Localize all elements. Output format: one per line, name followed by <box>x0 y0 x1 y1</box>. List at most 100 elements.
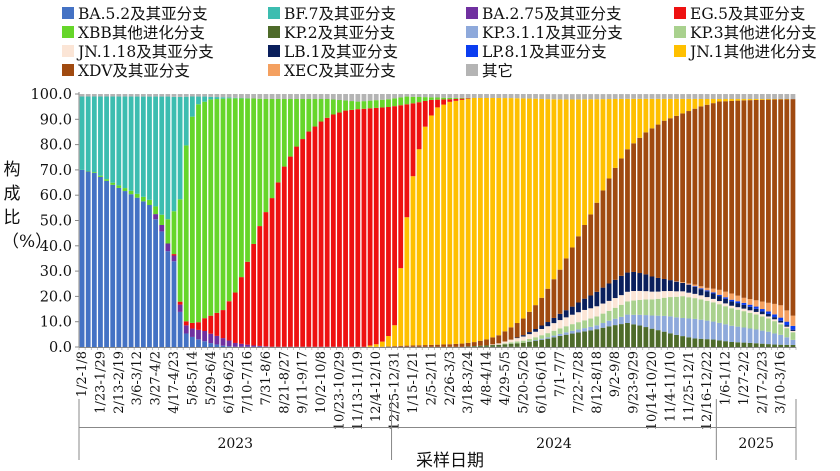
bar-segment <box>570 315 575 324</box>
bar-segment <box>196 94 201 97</box>
bar-segment <box>686 111 691 283</box>
x-axis-label: 采样日期 <box>380 446 520 471</box>
bar-segment <box>257 94 262 99</box>
bar-segment <box>503 344 508 347</box>
bar-segment <box>601 190 606 287</box>
bar-segment <box>778 323 783 325</box>
bar-segment <box>368 101 373 109</box>
x-tick-label: 1/23-1/29 <box>93 351 108 414</box>
bar-segment <box>748 310 753 313</box>
bar-segment <box>386 94 391 99</box>
bar-segment <box>184 97 189 146</box>
bar-segment <box>778 335 783 345</box>
bar-segment <box>735 94 740 99</box>
bar-segment <box>686 337 691 347</box>
bar-segment <box>705 301 710 321</box>
bar-segment <box>539 94 544 99</box>
bar-segment <box>441 94 446 98</box>
x-tick-label: 10/14-10/20 <box>645 351 660 430</box>
bar-segment <box>515 98 520 323</box>
bar-segment <box>331 94 336 100</box>
bar-segment <box>692 94 697 99</box>
y-tick-label: 80.0 <box>40 138 72 154</box>
bar-segment <box>484 98 489 339</box>
bar-segment <box>570 334 575 347</box>
bar-segment <box>539 335 544 338</box>
bar-segment <box>190 323 195 329</box>
bar-segment <box>221 338 226 346</box>
bar-segment <box>717 323 722 340</box>
bar-segment <box>631 291 636 301</box>
bar-segment <box>153 97 158 207</box>
x-tick-label: 7/31-8/6 <box>259 351 274 406</box>
bar-segment <box>264 94 269 99</box>
bar-segment <box>404 217 409 345</box>
bar-segment <box>729 293 734 299</box>
bar-segment <box>380 94 385 100</box>
bar-segment <box>662 298 667 316</box>
bar-segment <box>650 277 655 292</box>
bar-segment <box>564 258 569 310</box>
bar-segment <box>613 94 618 99</box>
bar-segment <box>251 346 256 347</box>
bar-segment <box>98 94 103 97</box>
bar-segment <box>723 101 728 291</box>
bar-segment <box>613 319 618 325</box>
bar-segment <box>656 299 661 316</box>
bar-segment <box>778 345 783 347</box>
bar-segment <box>699 289 704 295</box>
bar-segment <box>110 183 115 185</box>
bar-segment <box>613 308 618 319</box>
bar-segment <box>717 99 722 101</box>
bar-segment <box>417 97 422 102</box>
bar-segment <box>392 98 397 106</box>
bar-segment <box>392 106 397 325</box>
bar-segment <box>754 100 759 300</box>
bar-segment <box>723 99 728 101</box>
bar-segment <box>631 315 636 325</box>
bar-segment <box>116 188 121 347</box>
bar-segment <box>453 94 458 98</box>
bar-segment <box>466 94 471 98</box>
x-tick-label: 2/5-2/11 <box>424 351 439 406</box>
bar-segment <box>135 97 140 194</box>
bar-segment <box>619 317 624 324</box>
bar-segment <box>576 236 581 302</box>
bar-segment <box>233 98 238 292</box>
bar-segment <box>705 290 710 291</box>
bar-segment <box>643 274 648 291</box>
bar-segment <box>717 301 722 304</box>
bar-segment <box>558 320 563 328</box>
bar-segment <box>607 301 612 311</box>
bar-segment <box>172 97 177 211</box>
bar-segment <box>637 99 642 138</box>
bar-segment <box>552 323 557 331</box>
bar-segment <box>147 97 152 200</box>
bar-segment <box>521 335 526 336</box>
bar-segment <box>251 244 256 346</box>
x-tick-label: 5/20-5/26 <box>516 351 531 414</box>
bar-segment <box>539 339 544 340</box>
bar-segment <box>748 307 753 310</box>
bar-segment <box>650 299 655 315</box>
bar-segment <box>754 99 759 100</box>
bar-segment <box>625 301 630 314</box>
y-tick-label: 100.0 <box>30 87 72 103</box>
x-tick-label: 10/2-10/8 <box>314 351 329 414</box>
bar-segment <box>576 312 581 322</box>
bar-segment <box>576 99 581 236</box>
bar-segment <box>558 99 563 269</box>
bar-segment <box>619 99 624 159</box>
bar-segment <box>748 328 753 342</box>
x-tick-label: 3/27-4/2 <box>149 351 164 406</box>
bar-segment <box>447 344 452 347</box>
bar-segment <box>668 118 673 280</box>
bar-segment <box>104 181 109 347</box>
x-tick-label: 3/6-3/12 <box>130 351 145 406</box>
bar-segment <box>460 99 465 100</box>
bar-segment <box>147 94 152 97</box>
bar-segment <box>662 279 667 291</box>
x-tick-label: 1/2-1/8 <box>75 351 90 397</box>
bar-segment <box>760 314 765 316</box>
